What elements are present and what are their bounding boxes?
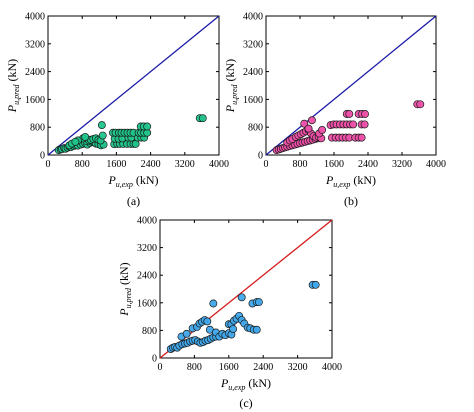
- y-tick-label: 4000: [243, 12, 263, 23]
- x-tick-label: 2400: [358, 159, 378, 170]
- data-point: [143, 122, 152, 131]
- data-point: [237, 293, 246, 302]
- y-tick-label: 800: [248, 123, 263, 134]
- data-point: [304, 124, 313, 133]
- y-tick-label: 800: [30, 123, 45, 134]
- panel-caption: (c): [239, 396, 252, 410]
- x-tick-label: 0: [158, 362, 163, 373]
- data-point: [254, 298, 263, 307]
- y-tick-label: 2400: [243, 67, 263, 78]
- x-tick-label: 3200: [288, 362, 308, 373]
- data-point: [361, 110, 369, 118]
- plot-frame: [265, 15, 437, 156]
- x-tick-label: 3200: [392, 159, 412, 170]
- y-tick-label: 0: [40, 151, 45, 162]
- x-tick-label: 4000: [322, 362, 342, 373]
- y-tick-label: 800: [142, 326, 157, 337]
- data-point: [229, 325, 238, 333]
- x-tick-label: 1600: [106, 159, 126, 170]
- x-tick-label: 800: [187, 362, 202, 373]
- y-axis-label: Pu,pred (kN): [223, 59, 239, 113]
- data-point: [81, 132, 90, 141]
- y-tick-label: 4000: [25, 12, 45, 23]
- chart-a: 0 800 1600 2400 3200 4000 0 800 1600 2400 3200 4000…: [5, 12, 229, 209]
- x-tick-label: 0: [264, 159, 269, 170]
- x-tick-label: 1600: [219, 362, 239, 373]
- x-tick-label: 4000: [426, 159, 446, 170]
- data-point: [198, 114, 207, 123]
- data-point: [345, 110, 354, 118]
- x-tick-label: 800: [293, 159, 308, 170]
- y-tick-label: 4000: [137, 216, 157, 227]
- y-tick-label: 1600: [25, 95, 45, 106]
- panel-caption: (a): [127, 194, 140, 208]
- x-axis-label: Pu,exp (kN): [220, 376, 271, 392]
- y-axis-label: Pu,pred (kN): [117, 262, 133, 316]
- y-tick-label: 2400: [25, 67, 45, 78]
- y-tick-label: 3200: [137, 243, 157, 254]
- data-point: [349, 120, 358, 129]
- plot-frame: [159, 219, 333, 359]
- x-tick-label: 1600: [324, 159, 344, 170]
- data-point: [307, 116, 316, 125]
- x-tick-label: 2400: [253, 362, 273, 373]
- x-tick-label: 2400: [141, 159, 161, 170]
- x-axis-label: Pu,exp (kN): [325, 173, 376, 189]
- data-point: [360, 120, 369, 129]
- x-tick-label: 3200: [175, 159, 195, 170]
- y-tick-label: 3200: [25, 39, 45, 50]
- data-point: [71, 137, 80, 146]
- reference-line-1to1: [265, 15, 437, 156]
- data-point: [318, 126, 327, 134]
- y-axis-label: Pu,pred (kN): [5, 59, 21, 113]
- y-tick-label: 0: [152, 354, 157, 365]
- plot-frame: [47, 15, 220, 156]
- y-tick-label: 3200: [243, 39, 263, 50]
- x-tick-label: 0: [46, 159, 51, 170]
- data-point: [209, 299, 218, 308]
- data-point: [98, 131, 107, 140]
- data-point: [252, 325, 261, 334]
- data-point: [182, 329, 191, 338]
- data-point: [97, 121, 106, 130]
- data-point: [203, 317, 212, 326]
- y-tick-label: 0: [258, 151, 263, 162]
- y-tick-label: 1600: [243, 95, 263, 106]
- chart-c: 0 800 1600 2400 3200 4000 0 800 1600 2400 3200 4000…: [117, 216, 342, 411]
- x-tick-label: 800: [75, 159, 90, 170]
- data-point: [416, 100, 425, 109]
- reference-line-1to1: [47, 15, 220, 156]
- y-tick-label: 2400: [137, 271, 157, 282]
- data-point: [311, 280, 320, 289]
- panel-caption: (b): [344, 194, 358, 208]
- data-point: [357, 133, 366, 142]
- x-tick-label: 4000: [209, 159, 229, 170]
- chart-b: 0 800 1600 2400 3200 4000 0 800 1600 2400 3200 4000…: [223, 12, 446, 209]
- y-tick-label: 1600: [137, 298, 157, 309]
- x-axis-label: Pu,exp (kN): [107, 173, 158, 189]
